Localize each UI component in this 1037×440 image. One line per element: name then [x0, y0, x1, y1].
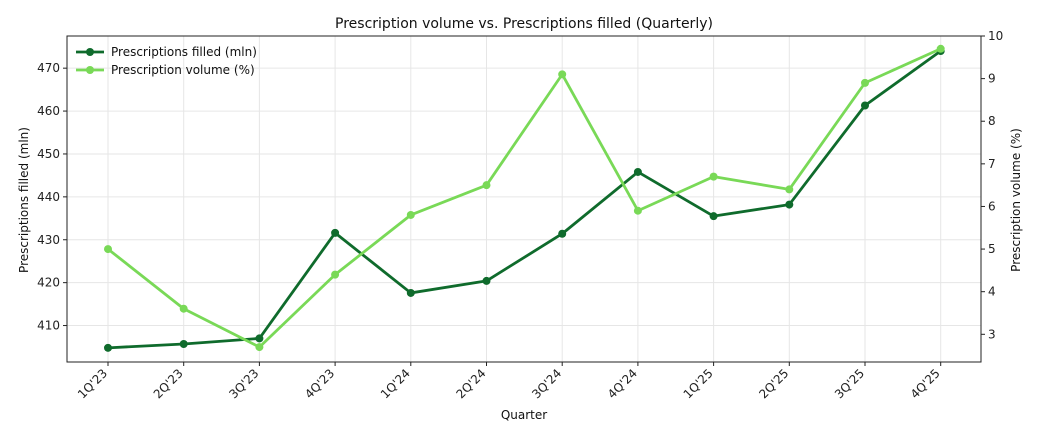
y-right-tick-label: 8	[988, 114, 996, 128]
legend-label: Prescriptions filled (mln)	[111, 45, 257, 59]
data-point	[255, 334, 264, 343]
x-tick-label: 4Q'23	[302, 366, 337, 401]
data-point	[709, 212, 718, 221]
series-line-2	[107, 47, 942, 349]
y-axis-left-label: Prescriptions filled (mln)	[17, 127, 31, 273]
y-right-tick-label: 10	[988, 29, 1003, 43]
y-left-tick-label: 460	[37, 104, 60, 118]
x-tick-label: 2Q'25	[756, 366, 791, 401]
data-point	[558, 229, 567, 238]
data-point	[406, 210, 415, 219]
y-right-tick-label: 5	[988, 242, 996, 256]
y-right-tick-label: 4	[988, 285, 996, 299]
data-point	[785, 200, 794, 209]
y-right-tick-label: 3	[988, 327, 996, 341]
data-point	[104, 343, 112, 352]
legend-swatch-marker	[86, 66, 94, 74]
y-right-tick-label: 6	[988, 199, 996, 213]
data-point	[406, 288, 415, 297]
data-point	[558, 70, 567, 79]
data-point	[709, 172, 718, 181]
y-right-tick-label: 9	[988, 72, 996, 86]
data-point	[936, 44, 945, 53]
series-line-1	[107, 49, 942, 350]
data-point	[179, 339, 188, 348]
x-tick-label: 2Q'23	[151, 366, 186, 401]
y-axis-right-label: Prescription volume (%)	[1009, 128, 1023, 272]
y-left-tick-label: 440	[37, 190, 60, 204]
data-point	[104, 245, 112, 254]
x-tick-label: 3Q'25	[832, 366, 867, 401]
data-point	[482, 276, 491, 285]
x-axis-label: Quarter	[501, 408, 547, 422]
y-left-tick-label: 430	[37, 233, 60, 247]
legend-label: Prescription volume (%)	[111, 63, 255, 77]
x-axis: 1Q'23 2Q'23 3Q'23 4Q'23 1Q'24 2Q'24 3Q'24 4Q'24…	[75, 362, 943, 401]
data-point	[331, 228, 340, 237]
x-tick-label: 1Q'23	[75, 366, 110, 401]
plot-frame	[66, 35, 982, 363]
y-right-tick-label: 7	[988, 157, 996, 171]
y-left-tick-label: 420	[37, 276, 60, 290]
data-point	[255, 343, 264, 352]
data-point	[633, 167, 642, 176]
x-tick-label: 3Q'23	[226, 366, 261, 401]
y-axis-right: 3 4 5 6 7 8 9 10	[981, 29, 1003, 341]
data-point	[482, 181, 491, 190]
x-tick-label: 1Q'24	[378, 366, 413, 401]
x-tick-label: 2Q'24	[454, 366, 489, 401]
data-point	[179, 304, 188, 313]
y-left-tick-label: 410	[37, 319, 60, 333]
chart-title: Prescription volume vs. Prescriptions fi…	[335, 16, 713, 32]
legend-swatch-marker	[86, 48, 94, 56]
x-tick-label: 1Q'25	[681, 366, 716, 401]
x-tick-label: 4Q'24	[605, 366, 640, 401]
legend: Prescriptions filled (mln) Prescription v…	[76, 45, 257, 77]
data-point	[861, 101, 869, 110]
y-left-tick-label: 450	[37, 147, 60, 161]
grid	[67, 36, 981, 362]
data-point	[785, 185, 794, 194]
y-left-tick-label: 470	[37, 61, 60, 75]
x-tick-label: 3Q'24	[529, 366, 564, 401]
series-layer	[104, 44, 945, 352]
data-point	[331, 270, 340, 279]
y-axis-left: 410 420 430 440 450 460 470	[37, 61, 67, 333]
data-point	[633, 206, 642, 215]
data-point	[861, 78, 869, 87]
x-tick-label: 4Q'25	[908, 366, 943, 401]
